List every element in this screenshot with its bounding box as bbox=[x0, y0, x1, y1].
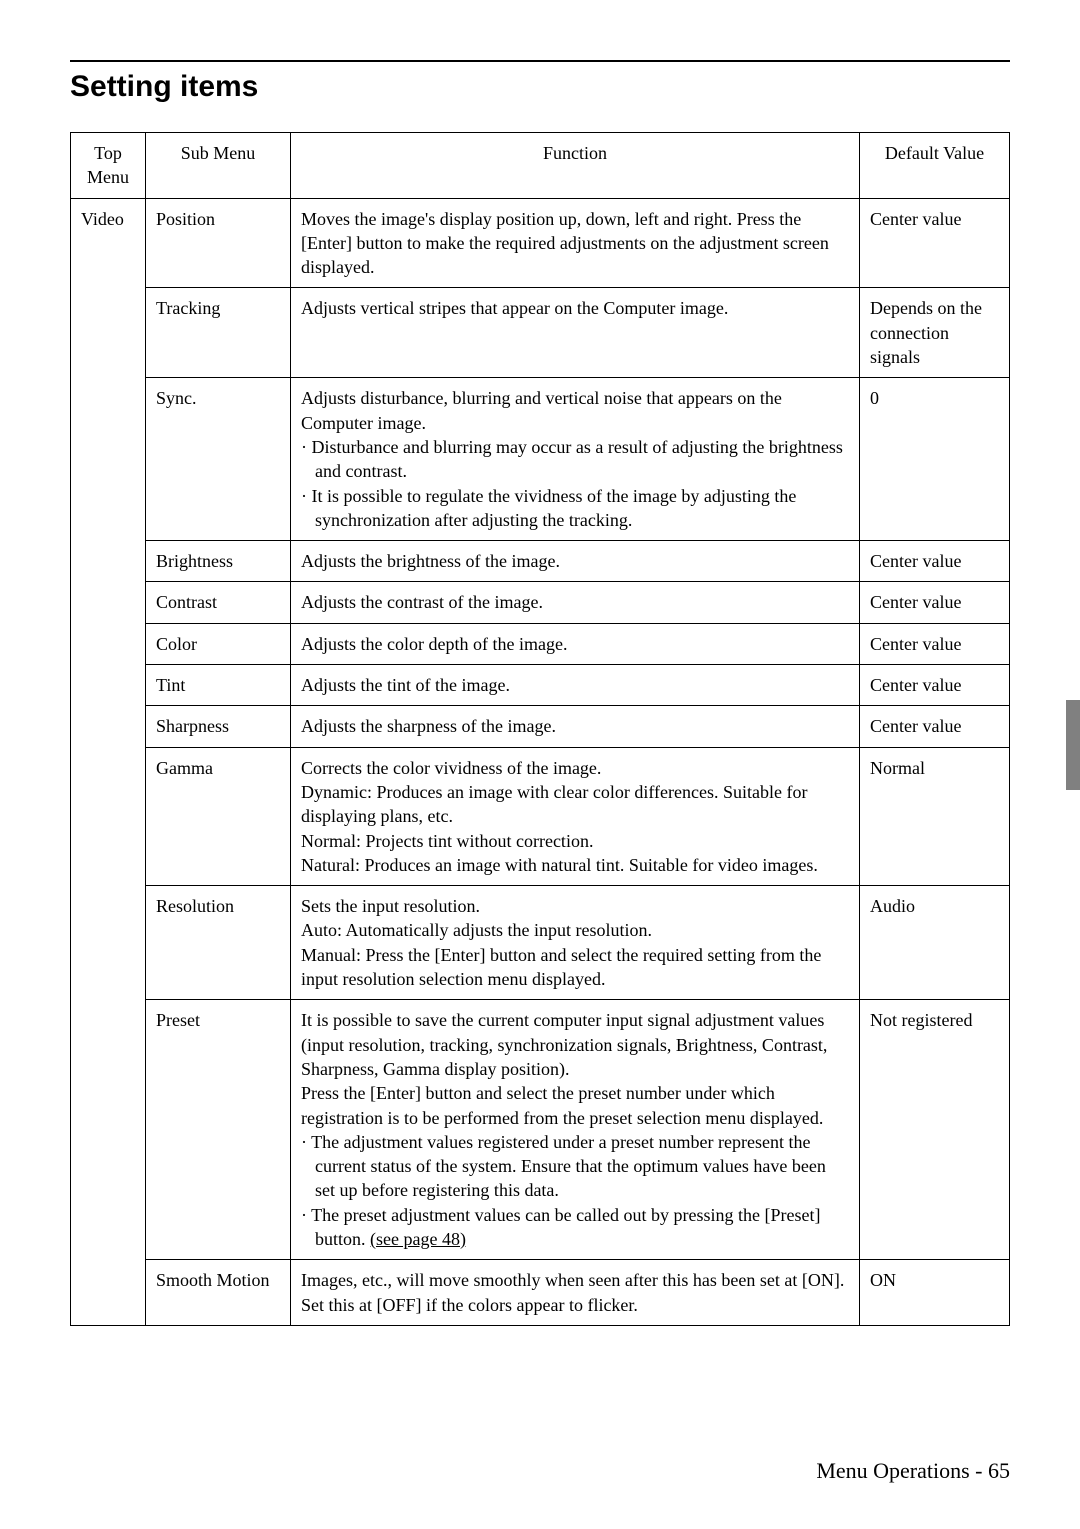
cell-sub-menu: Sharpness bbox=[146, 706, 291, 747]
table-row: PresetIt is possible to save the current… bbox=[71, 1000, 1010, 1260]
cell-default-value: Center value bbox=[860, 198, 1010, 288]
cell-function: Moves the image's display position up, d… bbox=[291, 198, 860, 288]
cell-default-value: Center value bbox=[860, 706, 1010, 747]
table-row: GammaCorrects the color vividness of the… bbox=[71, 747, 1010, 885]
col-top-menu: Top Menu bbox=[71, 133, 146, 199]
cell-function: Adjusts vertical stripes that appear on … bbox=[291, 288, 860, 378]
cell-sub-menu: Sync. bbox=[146, 378, 291, 541]
table-row: ColorAdjusts the color depth of the imag… bbox=[71, 623, 1010, 664]
cell-top-menu: Video bbox=[71, 198, 146, 1325]
table-row: Smooth MotionImages, etc., will move smo… bbox=[71, 1260, 1010, 1326]
cell-default-value: 0 bbox=[860, 378, 1010, 541]
cell-sub-menu: Position bbox=[146, 198, 291, 288]
table-row: BrightnessAdjusts the brightness of the … bbox=[71, 541, 1010, 582]
table-body: VideoPositionMoves the image's display p… bbox=[71, 198, 1010, 1325]
top-rule bbox=[70, 60, 1010, 62]
cell-function: Adjusts the sharpness of the image. bbox=[291, 706, 860, 747]
cell-default-value: Normal bbox=[860, 747, 1010, 885]
cell-sub-menu: Color bbox=[146, 623, 291, 664]
cell-function: Adjusts the brightness of the image. bbox=[291, 541, 860, 582]
page-title: Setting items bbox=[70, 70, 1010, 104]
col-function: Function bbox=[291, 133, 860, 199]
cell-function: Adjusts the color depth of the image. bbox=[291, 623, 860, 664]
cell-sub-menu: Tracking bbox=[146, 288, 291, 378]
cell-default-value: Center value bbox=[860, 541, 1010, 582]
cell-sub-menu: Brightness bbox=[146, 541, 291, 582]
cell-sub-menu: Preset bbox=[146, 1000, 291, 1260]
cell-sub-menu: Resolution bbox=[146, 886, 291, 1000]
table-row: Sync.Adjusts disturbance, blurring and v… bbox=[71, 378, 1010, 541]
settings-table: Top Menu Sub Menu Function Default Value… bbox=[70, 132, 1010, 1326]
page-footer: Menu Operations - 65 bbox=[816, 1458, 1010, 1484]
col-default-value: Default Value bbox=[860, 133, 1010, 199]
cell-sub-menu: Smooth Motion bbox=[146, 1260, 291, 1326]
cell-function: Adjusts the contrast of the image. bbox=[291, 582, 860, 623]
cell-sub-menu: Tint bbox=[146, 665, 291, 706]
side-tab bbox=[1066, 700, 1080, 790]
table-row: SharpnessAdjusts the sharpness of the im… bbox=[71, 706, 1010, 747]
cell-function: Corrects the color vividness of the imag… bbox=[291, 747, 860, 885]
table-header-row: Top Menu Sub Menu Function Default Value bbox=[71, 133, 1010, 199]
cell-default-value: Not registered bbox=[860, 1000, 1010, 1260]
table-row: ResolutionSets the input resolution.Auto… bbox=[71, 886, 1010, 1000]
cell-default-value: Center value bbox=[860, 665, 1010, 706]
cell-function: Adjusts the tint of the image. bbox=[291, 665, 860, 706]
table-row: ContrastAdjusts the contrast of the imag… bbox=[71, 582, 1010, 623]
table-row: VideoPositionMoves the image's display p… bbox=[71, 198, 1010, 288]
cell-function: Images, etc., will move smoothly when se… bbox=[291, 1260, 860, 1326]
cell-default-value: Audio bbox=[860, 886, 1010, 1000]
cell-default-value: Depends on the connection signals bbox=[860, 288, 1010, 378]
cell-default-value: Center value bbox=[860, 623, 1010, 664]
cell-function: Adjusts disturbance, blurring and vertic… bbox=[291, 378, 860, 541]
table-row: TintAdjusts the tint of the image.Center… bbox=[71, 665, 1010, 706]
cell-default-value: ON bbox=[860, 1260, 1010, 1326]
cell-sub-menu: Gamma bbox=[146, 747, 291, 885]
cell-sub-menu: Contrast bbox=[146, 582, 291, 623]
cell-function: It is possible to save the current compu… bbox=[291, 1000, 860, 1260]
table-row: TrackingAdjusts vertical stripes that ap… bbox=[71, 288, 1010, 378]
page: Setting items Top Menu Sub Menu Function… bbox=[0, 0, 1080, 1529]
see-page-link[interactable]: (see page 48) bbox=[370, 1229, 466, 1249]
cell-function: Sets the input resolution.Auto: Automati… bbox=[291, 886, 860, 1000]
col-sub-menu: Sub Menu bbox=[146, 133, 291, 199]
cell-default-value: Center value bbox=[860, 582, 1010, 623]
